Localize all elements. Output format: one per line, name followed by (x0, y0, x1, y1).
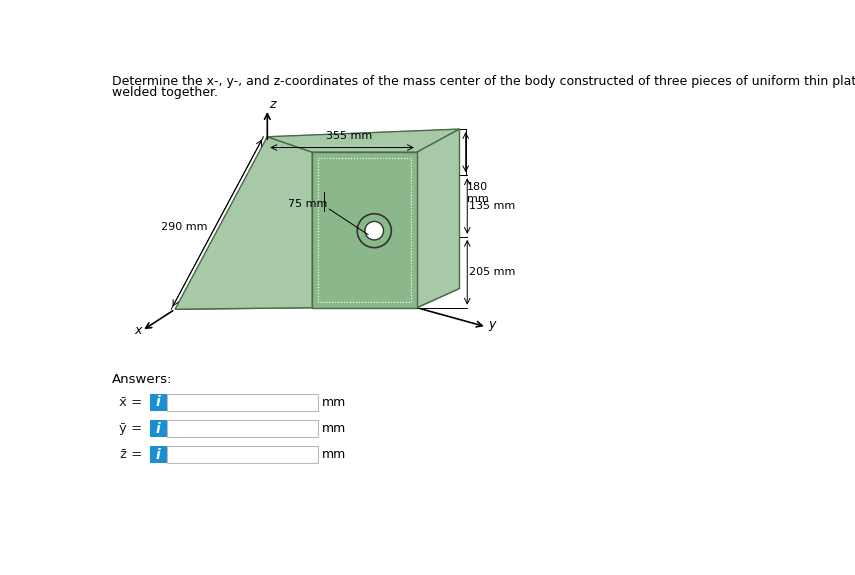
Text: welded together.: welded together. (112, 86, 218, 99)
Text: ȳ =: ȳ = (119, 422, 142, 435)
Circle shape (365, 221, 384, 240)
FancyBboxPatch shape (167, 446, 318, 463)
Text: z: z (268, 98, 275, 112)
Polygon shape (312, 152, 417, 308)
Circle shape (357, 214, 392, 248)
Text: 135 mm: 135 mm (469, 201, 515, 211)
Text: y: y (488, 319, 496, 332)
Text: mm: mm (321, 422, 345, 435)
FancyBboxPatch shape (150, 394, 167, 411)
Text: mm: mm (321, 448, 345, 461)
Text: i: i (156, 396, 161, 409)
FancyBboxPatch shape (150, 446, 167, 463)
Text: i: i (156, 448, 161, 462)
Text: 180
mm: 180 mm (467, 182, 489, 204)
Text: 355 mm: 355 mm (326, 131, 372, 141)
Text: Determine the x-, y-, and z-coordinates of the mass center of the body construct: Determine the x-, y-, and z-coordinates … (112, 75, 855, 88)
FancyBboxPatch shape (150, 420, 167, 437)
Text: 75 mm: 75 mm (288, 199, 327, 209)
Text: x̄ =: x̄ = (119, 396, 142, 409)
FancyBboxPatch shape (167, 394, 318, 411)
Polygon shape (268, 129, 459, 152)
FancyBboxPatch shape (167, 420, 318, 437)
Text: x: x (134, 324, 141, 337)
Polygon shape (175, 137, 312, 309)
Polygon shape (417, 129, 459, 308)
Text: z̄ =: z̄ = (120, 448, 142, 461)
Text: 290 mm: 290 mm (161, 222, 207, 232)
Text: i: i (156, 421, 161, 436)
Text: mm: mm (321, 396, 345, 409)
Polygon shape (175, 289, 459, 309)
Text: 205 mm: 205 mm (469, 267, 516, 277)
Text: Answers:: Answers: (112, 373, 173, 386)
